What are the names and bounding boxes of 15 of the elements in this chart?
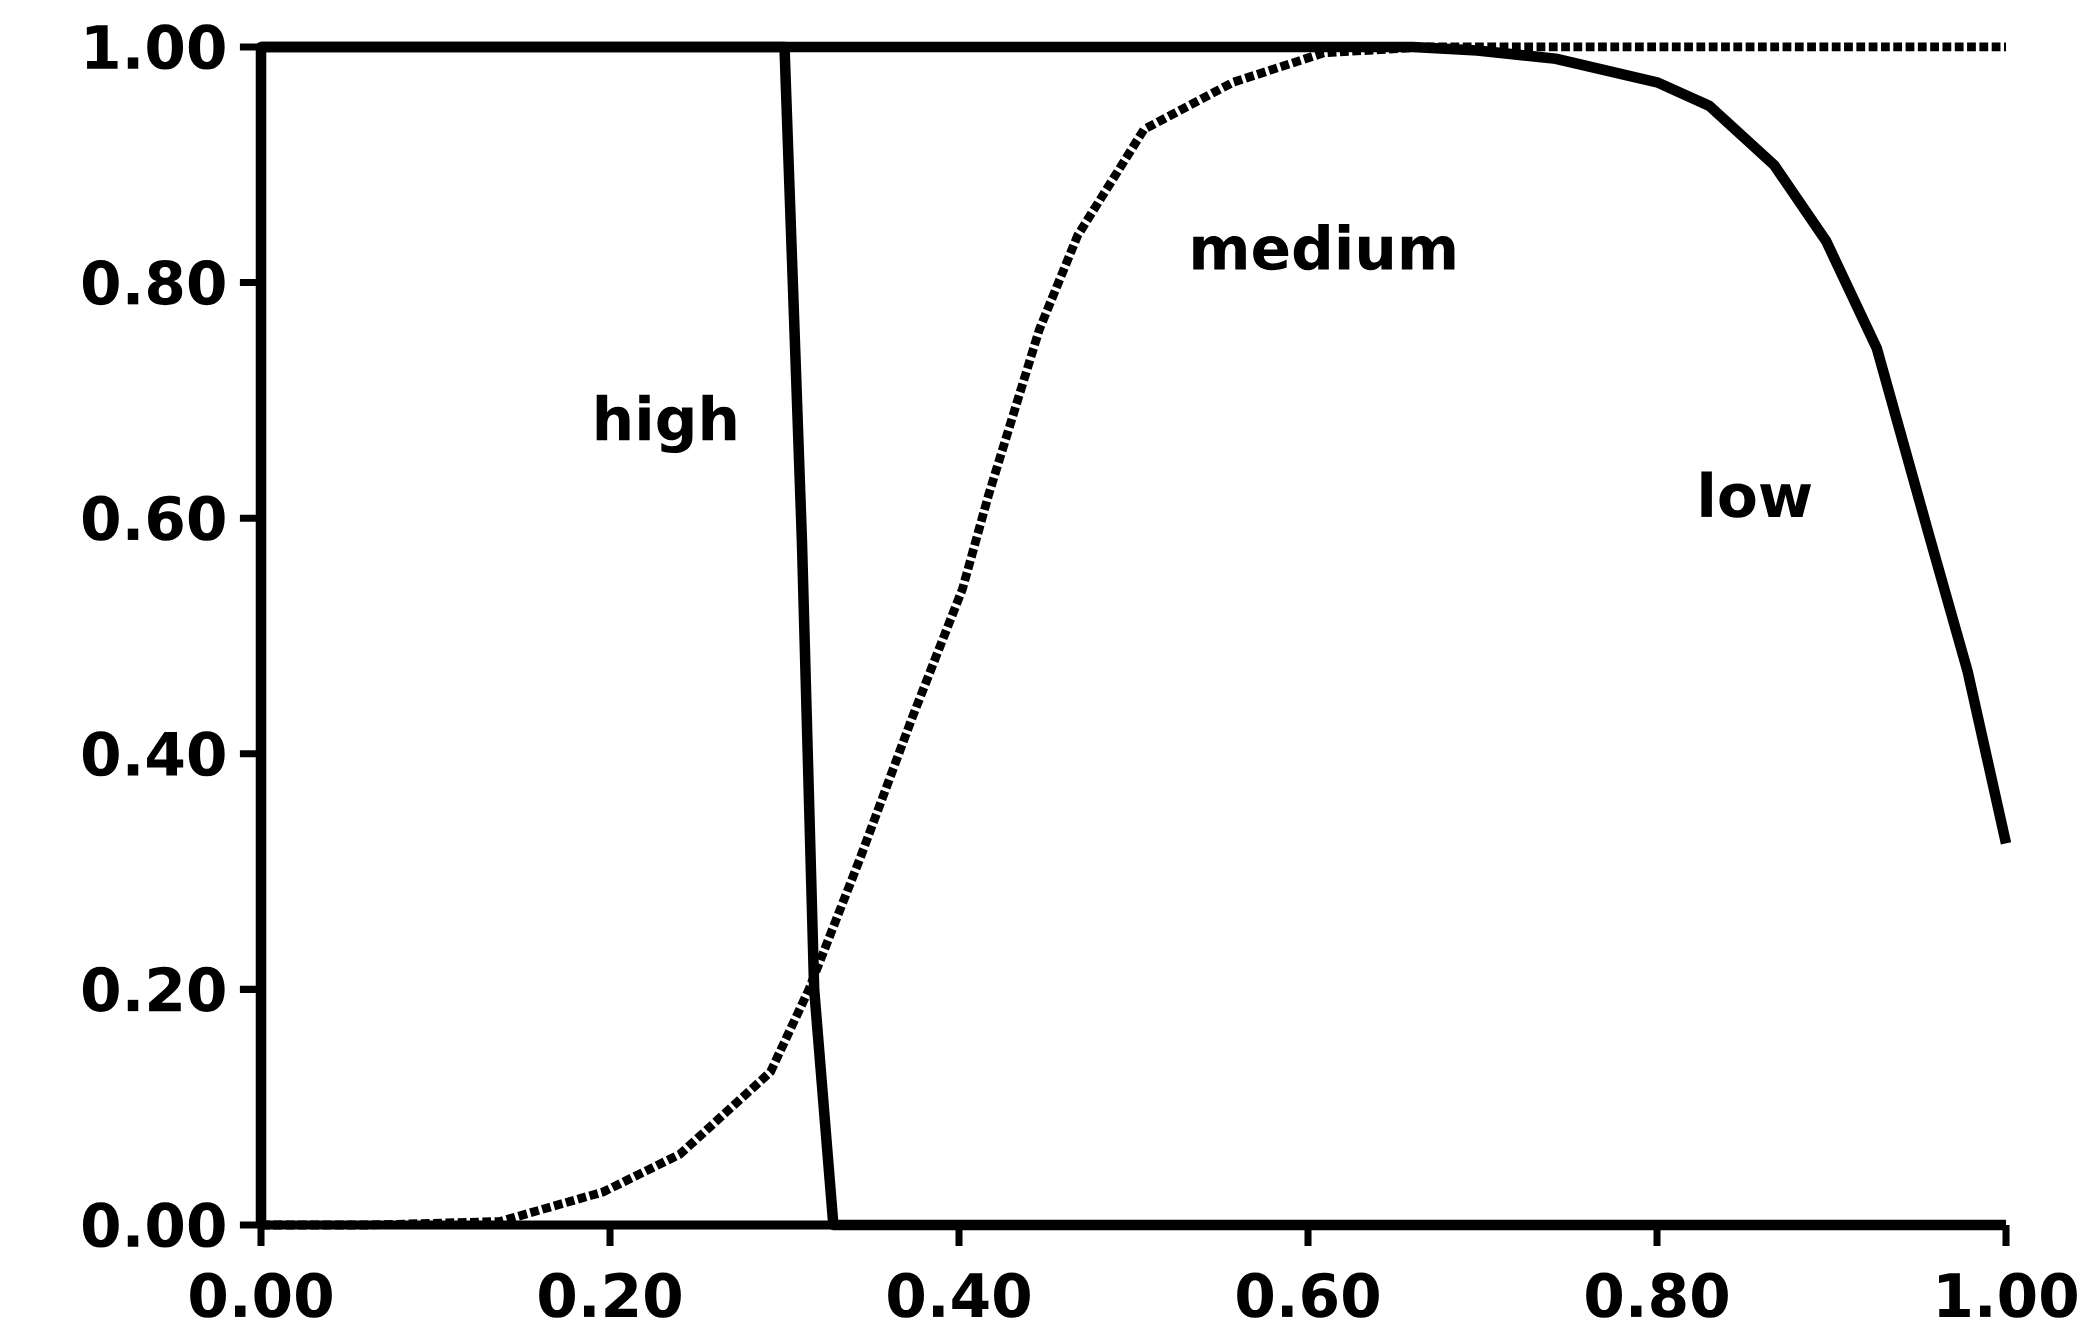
series-label: high bbox=[596, 394, 736, 454]
y-tick-label: 0.80 bbox=[82, 259, 225, 306]
x-tick-label: 0.40 bbox=[888, 1272, 1030, 1318]
x-tick-label: 0.20 bbox=[539, 1272, 681, 1318]
y-tick-label: 1.00 bbox=[86, 24, 225, 70]
y-tick-label: 0.60 bbox=[82, 495, 225, 541]
series-label: low bbox=[1701, 471, 1812, 518]
y-tick-label: 0.20 bbox=[82, 966, 225, 1012]
x-tick-label: 0.80 bbox=[1586, 1272, 1728, 1318]
x-tick-label: 1.00 bbox=[1939, 1272, 2077, 1318]
x-tick-label: 0.60 bbox=[1237, 1272, 1379, 1318]
y-tick-label: 0.00 bbox=[82, 1202, 225, 1248]
y-tick-label: 0.40 bbox=[82, 731, 225, 777]
series-label: medium bbox=[1193, 224, 1455, 271]
x-tick-label: 0.00 bbox=[190, 1272, 332, 1318]
